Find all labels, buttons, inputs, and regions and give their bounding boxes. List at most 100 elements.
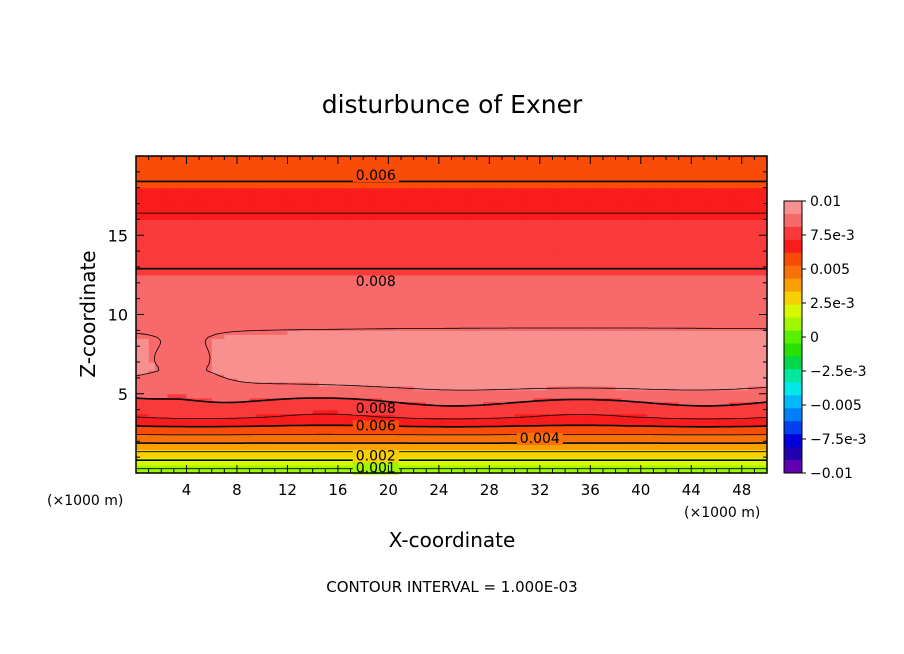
field-cell — [666, 413, 673, 419]
field-cell — [514, 373, 522, 379]
field-cell — [760, 369, 768, 375]
field-cell — [154, 274, 162, 280]
field-cell — [180, 366, 188, 371]
field-cell — [659, 393, 667, 399]
field-cell — [331, 318, 339, 324]
field-cell — [224, 322, 232, 327]
field-cell — [666, 417, 673, 423]
field-cell — [615, 330, 623, 335]
field-cell — [483, 314, 490, 320]
field-cell — [666, 318, 673, 324]
field-cell — [476, 445, 484, 450]
field-cell — [546, 330, 554, 335]
field-cell — [697, 302, 705, 308]
field-cell — [438, 433, 446, 438]
field-cell — [325, 429, 333, 434]
field-cell — [470, 369, 478, 375]
field-cell — [501, 366, 509, 371]
field-cell — [148, 326, 156, 331]
field-cell — [142, 326, 150, 331]
field-cell — [558, 350, 566, 355]
field-cell — [451, 314, 459, 320]
field-cell — [527, 314, 535, 320]
field-cell — [615, 377, 623, 383]
field-cell — [596, 437, 604, 442]
field-cell — [218, 278, 225, 284]
field-cell — [735, 425, 743, 431]
field-cell — [337, 278, 345, 284]
field-cell — [148, 282, 156, 288]
field-cell — [325, 397, 333, 403]
field-cell — [318, 393, 326, 399]
field-cell — [281, 302, 289, 308]
field-cell — [672, 362, 680, 367]
field-cell — [703, 342, 711, 347]
field-cell — [584, 425, 591, 431]
field-cell — [628, 294, 636, 300]
field-cell — [457, 282, 465, 288]
field-cell — [205, 274, 213, 280]
field-cell — [602, 286, 610, 292]
field-cell — [495, 298, 503, 304]
field-cell — [520, 373, 528, 379]
field-cell — [205, 465, 213, 470]
field-cell — [501, 294, 509, 300]
field-cell — [211, 437, 219, 442]
field-cell — [634, 314, 642, 320]
field-cell — [287, 385, 295, 391]
field-cell — [180, 290, 188, 296]
field-cell — [318, 334, 326, 339]
field-cell — [640, 286, 648, 292]
field-cell — [268, 358, 276, 363]
field-cell — [262, 274, 270, 280]
field-cell — [565, 405, 572, 411]
field-cell — [268, 393, 276, 399]
field-cell — [722, 373, 730, 379]
field-cell — [584, 366, 591, 371]
field-cell — [596, 354, 604, 359]
field-cell — [741, 310, 749, 316]
field-cell — [426, 421, 434, 427]
field-cell — [344, 409, 352, 415]
field-cell — [722, 381, 730, 387]
field-cell — [312, 314, 320, 320]
field-cell — [691, 453, 699, 458]
field-cell — [388, 393, 396, 399]
field-cell — [729, 302, 737, 308]
field-cell — [180, 314, 188, 320]
field-cell — [483, 409, 490, 415]
field-cell — [596, 302, 604, 308]
field-cell — [628, 469, 636, 474]
field-cell — [325, 401, 333, 407]
field-cell — [514, 298, 522, 304]
field-cell — [249, 409, 257, 415]
field-cell — [451, 393, 459, 399]
field-cell — [476, 405, 484, 411]
field-cell — [375, 377, 383, 383]
field-cell — [325, 425, 333, 431]
field-cell — [438, 350, 446, 355]
field-cell — [413, 310, 421, 316]
field-cell — [243, 330, 251, 335]
field-cell — [495, 385, 503, 391]
field-cell — [218, 326, 225, 331]
field-cell — [180, 310, 188, 316]
field-cell — [205, 338, 213, 343]
field-cell — [243, 358, 251, 363]
field-cell — [621, 393, 629, 399]
field-cell — [489, 310, 497, 316]
field-cell — [445, 409, 453, 415]
field-cell — [546, 310, 554, 316]
field-cell — [571, 302, 579, 308]
field-cell — [407, 302, 415, 308]
field-cell — [697, 282, 705, 288]
field-cell — [218, 330, 225, 335]
field-cell — [438, 354, 446, 359]
field-cell — [401, 334, 408, 339]
field-cell — [647, 377, 655, 383]
field-cell — [464, 298, 472, 304]
field-cell — [489, 437, 497, 442]
field-cell — [710, 469, 718, 474]
field-cell — [653, 413, 661, 419]
field-cell — [647, 385, 655, 391]
